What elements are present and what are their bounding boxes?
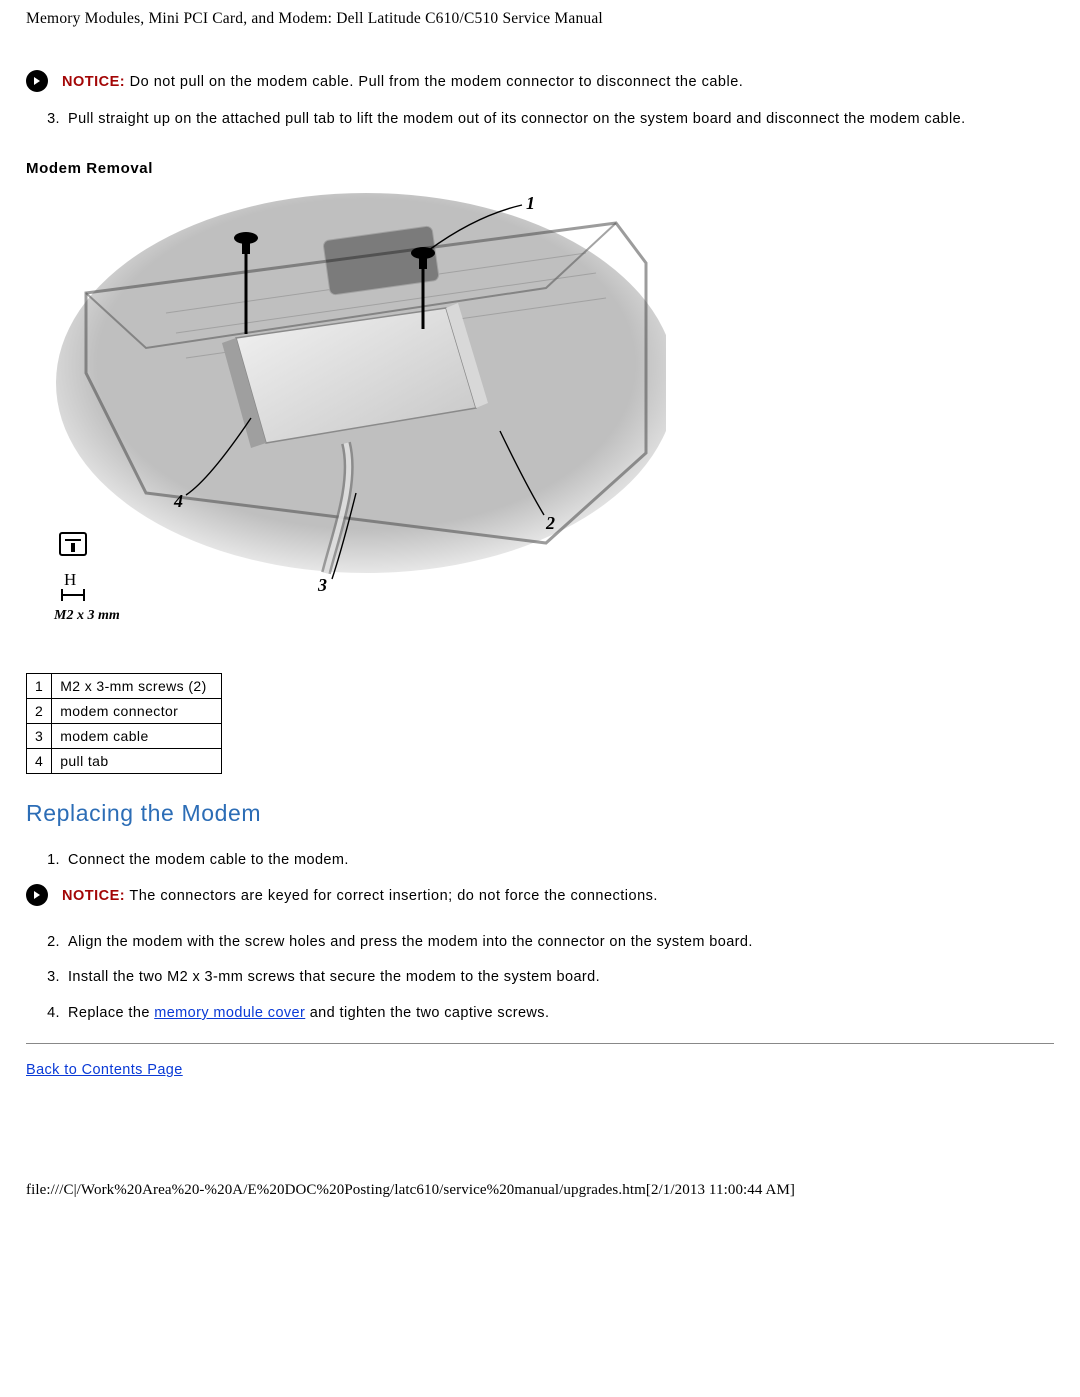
step-text: Align the modem with the screw holes and… bbox=[68, 933, 1054, 953]
notice-body: The connectors are keyed for correct ins… bbox=[125, 888, 658, 904]
callout-num: 2 bbox=[27, 698, 52, 723]
notice-row-2: NOTICE: The connectors are keyed for cor… bbox=[26, 886, 1054, 906]
footer-file-path: file:///C|/Work%20Area%20-%20A/E%20DOC%2… bbox=[26, 1182, 1054, 1199]
notice-row-1: NOTICE: Do not pull on the modem cable. … bbox=[26, 72, 1054, 92]
notice-body: Do not pull on the modem cable. Pull fro… bbox=[125, 74, 743, 90]
callout-2: 2 bbox=[545, 513, 555, 533]
step-text: Pull straight up on the attached pull ta… bbox=[68, 110, 1054, 130]
notice-label: NOTICE: bbox=[62, 74, 125, 90]
replace-step-4: 4. Replace the memory module cover and t… bbox=[30, 1004, 1054, 1024]
subheading-modem-removal: Modem Removal bbox=[26, 160, 1054, 177]
step-post-text: and tighten the two captive screws. bbox=[305, 1005, 549, 1021]
callout-num: 4 bbox=[27, 748, 52, 773]
callout-num: 3 bbox=[27, 723, 52, 748]
callout-4: 4 bbox=[173, 491, 183, 511]
replace-step-2: 2. Align the modem with the screw holes … bbox=[30, 933, 1054, 953]
notice-text-2: NOTICE: The connectors are keyed for cor… bbox=[62, 886, 658, 906]
step-number: 2. bbox=[30, 933, 60, 953]
arrow-right-icon bbox=[26, 884, 48, 906]
callout-label: pull tab bbox=[52, 748, 222, 773]
notice-text-1: NOTICE: Do not pull on the modem cable. … bbox=[62, 72, 743, 92]
step-number: 3. bbox=[30, 968, 60, 988]
step-number: 4. bbox=[30, 1004, 60, 1024]
divider bbox=[26, 1043, 1054, 1044]
step-pre-text: Replace the bbox=[68, 1005, 154, 1021]
modem-removal-figure: 1 2 3 4 H M2 x 3 mm bbox=[26, 193, 1054, 633]
removal-step-3: 3. Pull straight up on the attached pull… bbox=[30, 110, 1054, 130]
callout-3: 3 bbox=[317, 575, 327, 595]
callout-label: modem connector bbox=[52, 698, 222, 723]
arrow-right-icon bbox=[26, 70, 48, 92]
table-row: 3 modem cable bbox=[27, 723, 222, 748]
screw-spec-label: M2 x 3 mm bbox=[53, 608, 120, 623]
step-text: Replace the memory module cover and tigh… bbox=[68, 1004, 1054, 1024]
replace-step-1: 1. Connect the modem cable to the modem. bbox=[30, 851, 1054, 871]
svg-text:H: H bbox=[64, 570, 76, 589]
step-text: Connect the modem cable to the modem. bbox=[68, 851, 1054, 871]
callout-num: 1 bbox=[27, 673, 52, 698]
section-heading-replacing: Replacing the Modem bbox=[26, 800, 1054, 827]
callout-label: M2 x 3-mm screws (2) bbox=[52, 673, 222, 698]
notice-label: NOTICE: bbox=[62, 888, 125, 904]
callout-table: 1 M2 x 3-mm screws (2) 2 modem connector… bbox=[26, 673, 222, 774]
memory-module-cover-link[interactable]: memory module cover bbox=[154, 1005, 305, 1021]
table-row: 2 modem connector bbox=[27, 698, 222, 723]
callout-1: 1 bbox=[526, 193, 535, 213]
table-row: 1 M2 x 3-mm screws (2) bbox=[27, 673, 222, 698]
step-number: 1. bbox=[30, 851, 60, 871]
page-title: Memory Modules, Mini PCI Card, and Modem… bbox=[26, 10, 1054, 28]
replace-step-3: 3. Install the two M2 x 3-mm screws that… bbox=[30, 968, 1054, 988]
back-to-contents-link[interactable]: Back to Contents Page bbox=[26, 1062, 183, 1078]
callout-label: modem cable bbox=[52, 723, 222, 748]
table-row: 4 pull tab bbox=[27, 748, 222, 773]
step-number: 3. bbox=[30, 110, 60, 130]
step-text: Install the two M2 x 3-mm screws that se… bbox=[68, 968, 1054, 988]
